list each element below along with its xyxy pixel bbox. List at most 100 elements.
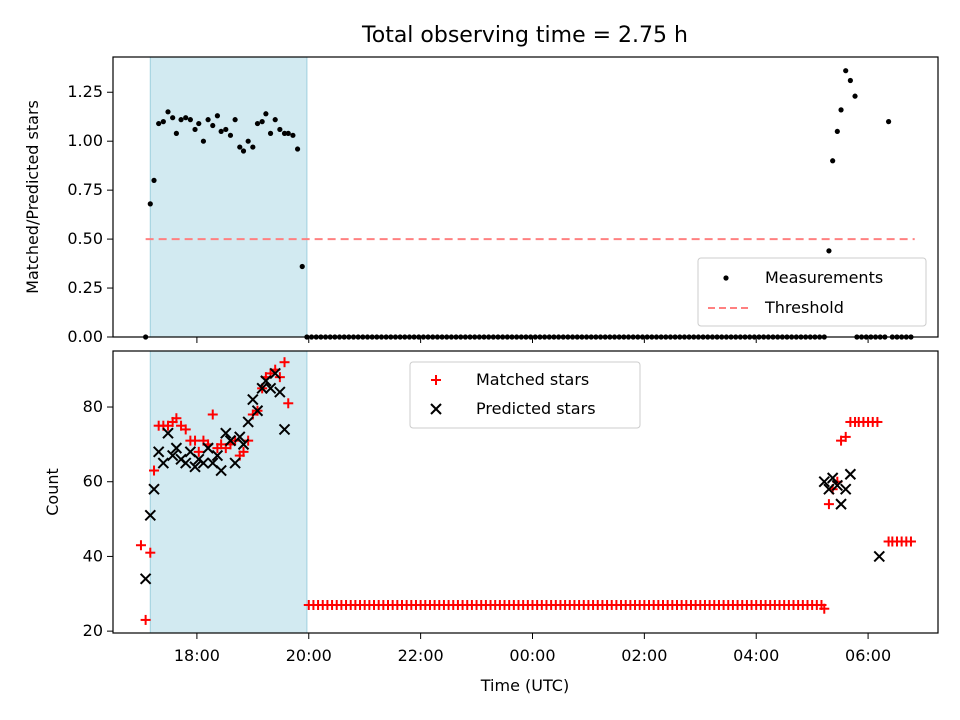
measurement-point	[807, 334, 813, 340]
measurement-point	[830, 158, 836, 164]
predicted-point	[831, 479, 844, 492]
measurement-point	[448, 334, 454, 340]
measurement-point	[259, 119, 265, 125]
measurement-point	[728, 334, 734, 340]
measurement-point	[653, 334, 660, 340]
measurement-point	[245, 138, 251, 144]
measurement-point	[719, 334, 725, 340]
measurement-point	[178, 117, 184, 123]
measurement-point	[885, 119, 892, 125]
measurement-point	[658, 334, 664, 340]
measurement-point	[803, 334, 809, 340]
predicted-point	[229, 457, 241, 469]
measurement-point	[611, 334, 618, 340]
measurement-point	[147, 201, 153, 207]
measurement-point	[565, 334, 571, 340]
measurement-point	[644, 334, 650, 340]
measurement-point	[285, 130, 291, 136]
legend-matched-label: Matched stars	[476, 370, 589, 389]
predicted-point	[148, 483, 160, 495]
bottom-x-tick-label: 00:00	[509, 646, 555, 665]
measurement-point	[170, 115, 176, 121]
measurement-point	[240, 148, 247, 154]
measurement-point	[542, 334, 548, 340]
predicted-point	[220, 427, 232, 439]
measurement-point	[616, 334, 622, 340]
bottom-y-tick-label: 60	[83, 472, 103, 491]
measurement-point	[852, 93, 858, 99]
measurement-point	[528, 334, 534, 340]
measurement-point	[192, 126, 198, 133]
measurement-point	[597, 334, 604, 340]
predicted-point	[844, 468, 857, 480]
measurement-point	[789, 334, 795, 340]
measurement-point	[593, 334, 599, 340]
legend-predicted-marker	[430, 403, 442, 415]
measurement-point	[761, 334, 767, 340]
measurement-point	[742, 334, 748, 340]
measurement-point	[336, 334, 343, 340]
chart-title: Total observing time = 2.75 h	[361, 23, 688, 48]
measurement-point	[263, 111, 269, 117]
measurement-point	[709, 334, 716, 340]
measurement-point	[267, 130, 274, 136]
predicted-point	[835, 498, 847, 510]
matched-point	[819, 603, 830, 614]
measurement-point	[514, 334, 520, 340]
measurement-point	[187, 117, 193, 123]
measurement-point	[458, 334, 464, 340]
bottom-legend-box	[409, 361, 641, 429]
matched-point	[905, 536, 916, 547]
measurement-point	[467, 334, 473, 340]
measurement-point	[416, 334, 422, 340]
predicted-point	[826, 472, 839, 484]
predicted-point	[247, 393, 259, 406]
predicted-point	[237, 438, 250, 451]
bottom-x-tick-label: 02:00	[621, 646, 667, 665]
measurement-point	[817, 334, 823, 340]
measurement-point	[793, 334, 799, 340]
measurement-point	[196, 120, 202, 127]
measurement-point	[364, 334, 371, 340]
measurement-point	[555, 334, 562, 340]
top-y-tick-label: 0.25	[67, 278, 103, 297]
measurement-point	[602, 334, 608, 340]
predicted-point	[189, 461, 201, 473]
measurement-point	[277, 126, 283, 133]
predicted-point	[170, 442, 183, 454]
measurement-point	[205, 117, 211, 123]
measurement-point	[341, 334, 347, 340]
legend-matched-marker	[431, 375, 441, 385]
matched-point	[149, 465, 160, 476]
measurement-point	[355, 334, 361, 340]
measurement-point	[327, 334, 333, 340]
measurement-point	[607, 334, 613, 340]
matched-point	[180, 424, 191, 435]
measurement-point	[378, 334, 385, 340]
measurement-point	[406, 334, 413, 340]
bottom-x-tick-label: 18:00	[174, 646, 220, 665]
matched-point	[193, 446, 204, 457]
measurement-point	[733, 334, 739, 340]
predicted-point	[278, 423, 291, 436]
predicted-point	[840, 483, 852, 495]
measurement-point	[165, 109, 171, 115]
measurement-point	[346, 334, 352, 340]
matched-point	[145, 547, 156, 558]
bottom-plot-area: 20 40 60 80 18:00 20:00 22:00 00:00 02:00 04:00 06…	[83, 350, 939, 665]
bottom-y-axis-label: Count	[43, 468, 62, 516]
measurement-point	[551, 334, 557, 340]
measurement-point	[625, 334, 632, 340]
measurement-point	[472, 334, 478, 340]
measurement-point	[430, 334, 436, 340]
measurement-point	[392, 334, 399, 340]
legend-threshold-label: Threshold	[764, 298, 844, 317]
predicted-point	[215, 464, 227, 477]
measurement-point	[798, 334, 804, 340]
measurement-point	[425, 334, 431, 340]
measurement-point	[667, 334, 674, 340]
measurement-point	[223, 126, 229, 133]
measurement-point	[775, 334, 781, 340]
measurement-point	[294, 146, 301, 152]
measurement-point	[858, 334, 865, 340]
